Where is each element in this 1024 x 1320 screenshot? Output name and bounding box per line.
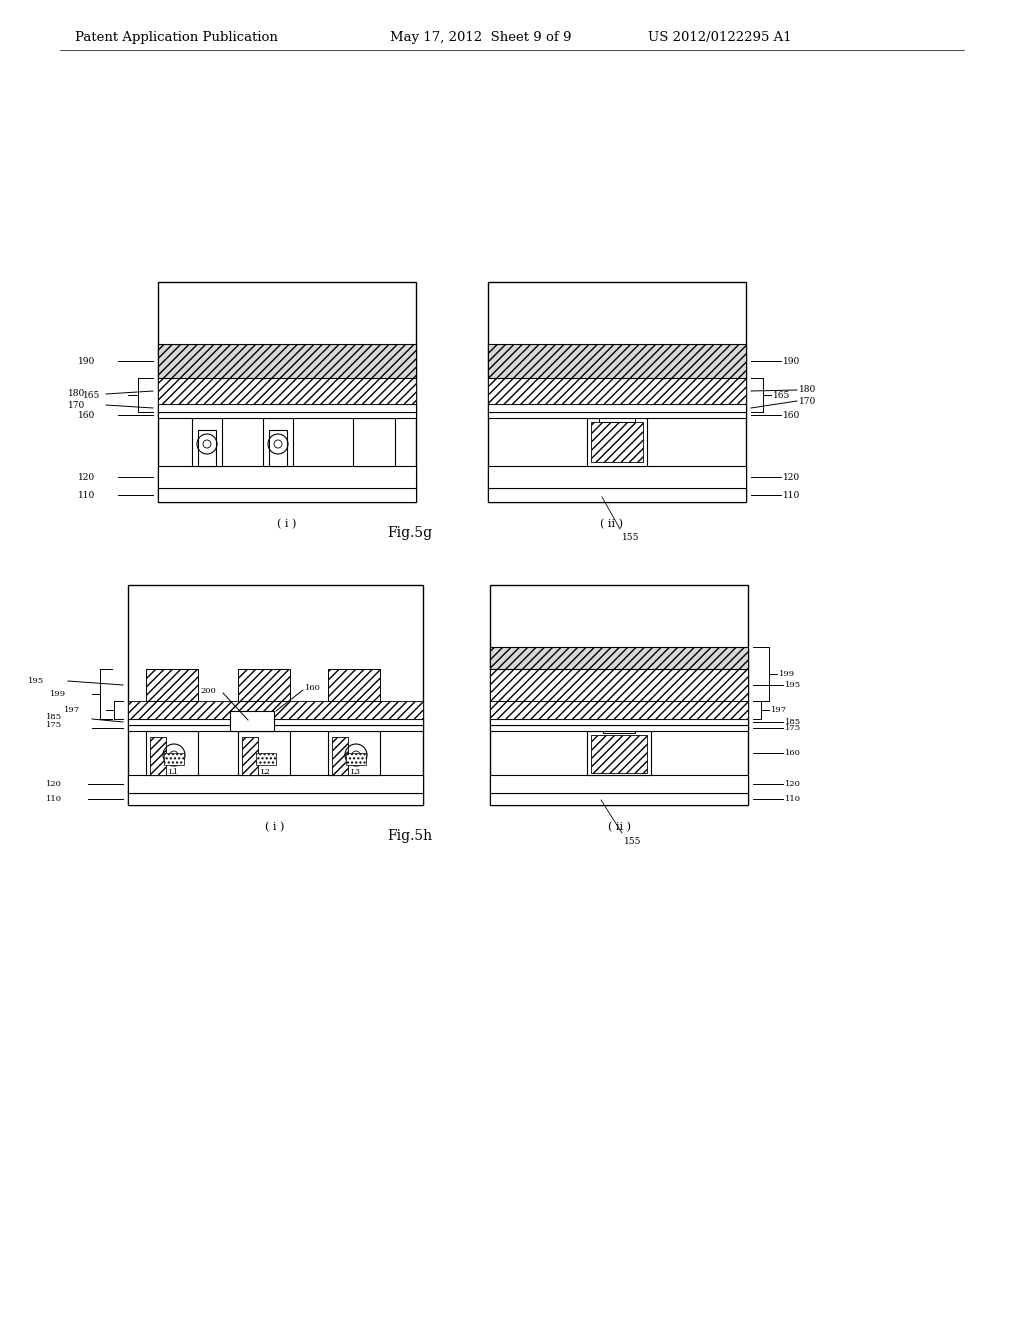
Bar (332, 737, 348, 775)
Bar (242, 737, 258, 775)
Text: 197: 197 (63, 706, 80, 714)
Bar (328, 731, 380, 775)
Bar (158, 345, 416, 378)
Bar (164, 752, 184, 766)
Text: 110: 110 (785, 795, 801, 803)
Bar (158, 466, 416, 488)
Text: ( ii ): ( ii ) (607, 822, 631, 832)
Text: Patent Application Publication: Patent Application Publication (75, 30, 278, 44)
Bar (609, 708, 629, 723)
Bar (488, 378, 746, 404)
Text: 170: 170 (68, 400, 85, 409)
Bar (488, 466, 746, 488)
Bar (490, 669, 748, 701)
Bar (346, 752, 366, 766)
Bar (238, 731, 290, 775)
Text: L3: L3 (351, 768, 361, 776)
Text: May 17, 2012  Sheet 9 of 9: May 17, 2012 Sheet 9 of 9 (390, 30, 571, 44)
Bar (158, 488, 416, 502)
Text: 197: 197 (771, 706, 787, 714)
Text: 120: 120 (78, 473, 95, 482)
Text: 195: 195 (785, 681, 801, 689)
Bar (158, 404, 416, 412)
Text: 110: 110 (78, 491, 95, 499)
Text: 160: 160 (305, 684, 321, 692)
Text: 190: 190 (783, 356, 800, 366)
Bar (490, 701, 748, 719)
Text: Fig.5g: Fig.5g (387, 525, 432, 540)
Text: 165: 165 (773, 391, 791, 400)
Text: 160: 160 (78, 411, 95, 420)
Bar (158, 282, 416, 502)
Text: ( i ): ( i ) (278, 519, 297, 529)
Text: L1: L1 (169, 768, 179, 776)
Bar (591, 735, 647, 774)
Bar (328, 669, 380, 701)
Bar (128, 585, 423, 805)
Text: 180: 180 (68, 389, 85, 399)
Bar (128, 793, 423, 805)
Bar (128, 701, 423, 719)
Bar (587, 731, 651, 775)
Text: 120: 120 (785, 780, 801, 788)
Text: 120: 120 (783, 473, 800, 482)
Text: 110: 110 (783, 491, 800, 499)
Bar (490, 775, 748, 793)
Bar (488, 345, 746, 378)
Bar (128, 719, 423, 725)
Text: 185: 185 (785, 718, 801, 726)
Bar (256, 752, 276, 766)
Bar (607, 396, 627, 412)
Bar (238, 669, 290, 701)
Bar (158, 412, 416, 418)
Text: US 2012/0122295 A1: US 2012/0122295 A1 (648, 30, 792, 44)
Text: Fig.5h: Fig.5h (387, 829, 432, 843)
Bar (150, 737, 166, 775)
Text: 160: 160 (783, 411, 800, 420)
Text: 155: 155 (624, 837, 641, 846)
Bar (490, 725, 748, 731)
Bar (587, 418, 647, 466)
Text: 170: 170 (799, 396, 816, 405)
Text: L2: L2 (261, 768, 271, 776)
Text: 190: 190 (78, 356, 95, 366)
Bar (490, 719, 748, 725)
Bar (490, 647, 748, 669)
Bar (146, 731, 198, 775)
Text: 199: 199 (50, 690, 67, 698)
Bar (603, 723, 635, 733)
Text: 175: 175 (46, 721, 62, 729)
Bar (269, 430, 287, 466)
Bar (490, 793, 748, 805)
Text: 155: 155 (622, 532, 640, 541)
Bar (263, 418, 293, 466)
Text: 110: 110 (46, 795, 62, 803)
Text: 195: 195 (28, 677, 44, 685)
Text: 175: 175 (785, 723, 801, 733)
Bar (488, 282, 746, 502)
Text: 199: 199 (779, 671, 795, 678)
Bar (488, 404, 746, 412)
Bar (488, 488, 746, 502)
Bar (158, 378, 416, 404)
Bar (591, 422, 643, 462)
Text: 180: 180 (799, 385, 816, 395)
Bar (193, 418, 222, 466)
Text: 200: 200 (200, 686, 216, 696)
Text: ( ii ): ( ii ) (600, 519, 624, 529)
Bar (599, 412, 635, 422)
Text: 160: 160 (785, 748, 801, 756)
Text: ( i ): ( i ) (265, 822, 285, 832)
Bar (230, 711, 274, 731)
Bar (128, 775, 423, 793)
Bar (198, 430, 216, 466)
Bar (128, 725, 423, 731)
Text: 185: 185 (46, 713, 62, 721)
Text: 165: 165 (83, 391, 100, 400)
Bar (353, 418, 395, 466)
Bar (488, 412, 746, 418)
Bar (146, 669, 198, 701)
Text: 120: 120 (46, 780, 61, 788)
Bar (490, 585, 748, 805)
